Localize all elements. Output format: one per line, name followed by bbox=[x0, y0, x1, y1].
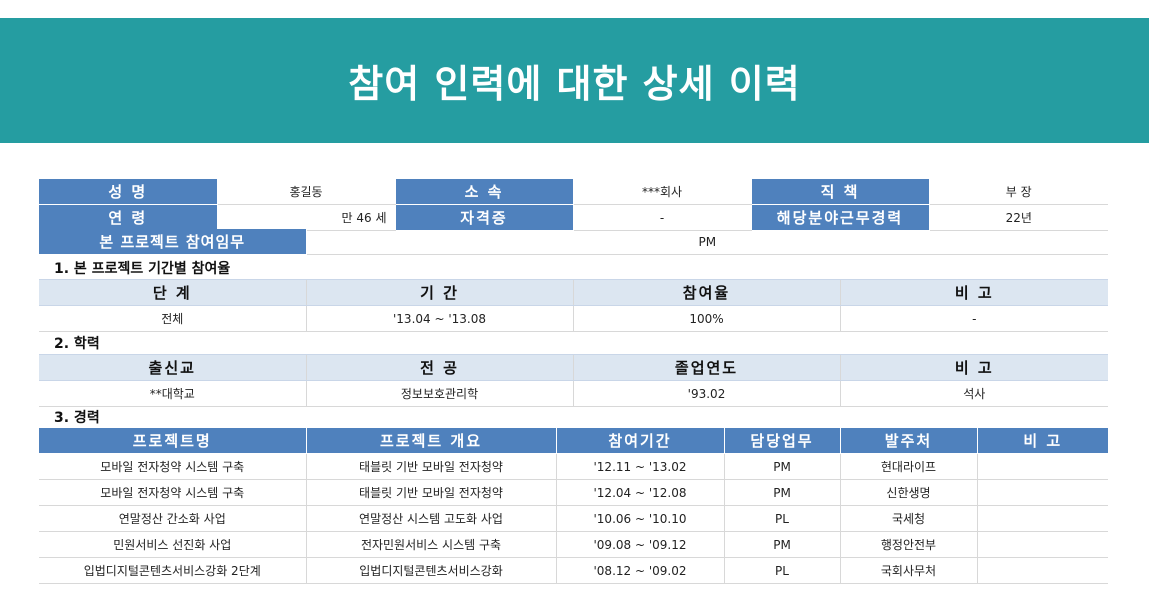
position-label: 직 책 bbox=[750, 179, 929, 205]
table-header-row: 출신교 전 공 졸업연도 비 고 bbox=[39, 354, 1108, 381]
table-row: 모바일 전자청약 시스템 구축 태블릿 기반 모바일 전자청약 '12.04 ~… bbox=[39, 479, 1108, 506]
column-header: 비 고 bbox=[839, 354, 1108, 381]
school-cell: **대학교 bbox=[39, 380, 306, 407]
table-row: 입법디지털콘텐츠서비스강화 2단계 입법디지털콘텐츠서비스강화 '08.12 ~… bbox=[39, 557, 1108, 584]
age-value: 만 46 세 bbox=[216, 204, 395, 231]
note-cell: 석사 bbox=[839, 380, 1108, 407]
stage-cell: 전체 bbox=[39, 305, 306, 332]
column-header: 전 공 bbox=[305, 354, 573, 381]
table-row: 연말정산 간소화 사업 연말정산 시스템 고도화 사업 '10.06 ~ '10… bbox=[39, 505, 1108, 532]
role-row: 본 프로젝트 참여임무 PM bbox=[39, 229, 1108, 255]
role-value: PM bbox=[305, 229, 1108, 255]
column-header: 출신교 bbox=[39, 354, 306, 381]
period-cell: '09.08 ~ '09.12 bbox=[555, 531, 724, 558]
role-label: 본 프로젝트 참여임무 bbox=[39, 229, 306, 255]
project-name-cell: 모바일 전자청약 시스템 구축 bbox=[39, 453, 306, 480]
period-cell: '12.11 ~ '13.02 bbox=[555, 453, 724, 480]
position-value: 부 장 bbox=[928, 179, 1108, 205]
note-cell bbox=[976, 557, 1108, 584]
project-name-cell: 모바일 전자청약 시스템 구축 bbox=[39, 479, 306, 506]
column-header: 단 계 bbox=[39, 279, 306, 306]
column-header: 프로젝트명 bbox=[39, 428, 306, 454]
client-cell: 신한생명 bbox=[839, 479, 977, 506]
affiliation-value: ***회사 bbox=[572, 179, 751, 205]
client-cell: 현대라이프 bbox=[839, 453, 977, 480]
project-name-cell: 입법디지털콘텐츠서비스강화 2단계 bbox=[39, 557, 306, 584]
career-table: 프로젝트명 프로젝트 개요 참여기간 담당업무 발주처 비 고 모바일 전자청약… bbox=[39, 428, 1108, 584]
age-label: 연 령 bbox=[39, 204, 217, 231]
client-cell: 국회사무처 bbox=[839, 557, 977, 584]
period-cell: '08.12 ~ '09.02 bbox=[555, 557, 724, 584]
period-cell: '13.04 ~ '13.08 bbox=[305, 305, 573, 332]
column-header: 비 고 bbox=[976, 428, 1108, 454]
section2-title: 2. 학력 bbox=[54, 336, 100, 352]
education-table: 출신교 전 공 졸업연도 비 고 **대학교 정보보호관리학 '93.02 석사 bbox=[39, 354, 1108, 407]
role-table: 본 프로젝트 참여임무 PM bbox=[39, 229, 1108, 255]
major-cell: 정보보호관리학 bbox=[305, 380, 573, 407]
license-value: - bbox=[572, 204, 751, 231]
name-value: 홍길동 bbox=[216, 179, 395, 205]
duty-cell: PM bbox=[723, 531, 840, 558]
table-row: 민원서비스 선진화 사업 전자민원서비스 시스템 구축 '09.08 ~ '09… bbox=[39, 531, 1108, 558]
page-title: 참여 인력에 대한 상세 이력 bbox=[348, 62, 801, 106]
note-cell bbox=[976, 531, 1108, 558]
profile-row: 성 명 홍길동 소 속 ***회사 직 책 부 장 bbox=[39, 179, 1108, 205]
title-banner: 참여 인력에 대한 상세 이력 bbox=[0, 18, 1149, 143]
career-value: 22년 bbox=[928, 204, 1108, 231]
table-header-row: 단 계 기 간 참여율 비 고 bbox=[39, 279, 1108, 306]
table-header-row: 프로젝트명 프로젝트 개요 참여기간 담당업무 발주처 비 고 bbox=[39, 428, 1108, 454]
section1-title: 1. 본 프로젝트 기간별 참여율 bbox=[54, 261, 231, 277]
note-cell bbox=[976, 505, 1108, 532]
column-header: 참여율 bbox=[572, 279, 840, 306]
profile-table: 성 명 홍길동 소 속 ***회사 직 책 부 장 연 령 만 46 세 자격증… bbox=[39, 179, 1108, 231]
name-label: 성 명 bbox=[39, 179, 217, 205]
project-name-cell: 민원서비스 선진화 사업 bbox=[39, 531, 306, 558]
table-row: **대학교 정보보호관리학 '93.02 석사 bbox=[39, 380, 1108, 407]
column-header: 프로젝트 개요 bbox=[305, 428, 556, 454]
project-summary-cell: 태블릿 기반 모바일 전자청약 bbox=[305, 479, 556, 506]
project-summary-cell: 입법디지털콘텐츠서비스강화 bbox=[305, 557, 556, 584]
license-label: 자격증 bbox=[394, 204, 573, 231]
note-cell bbox=[976, 453, 1108, 480]
project-name-cell: 연말정산 간소화 사업 bbox=[39, 505, 306, 532]
period-cell: '12.04 ~ '12.08 bbox=[555, 479, 724, 506]
graduation-cell: '93.02 bbox=[572, 380, 840, 407]
period-cell: '10.06 ~ '10.10 bbox=[555, 505, 724, 532]
note-cell: - bbox=[839, 305, 1108, 332]
duty-cell: PM bbox=[723, 453, 840, 480]
rate-cell: 100% bbox=[572, 305, 840, 332]
duty-cell: PL bbox=[723, 557, 840, 584]
column-header: 비 고 bbox=[839, 279, 1108, 306]
section3-title: 3. 경력 bbox=[54, 410, 100, 426]
column-header: 발주처 bbox=[839, 428, 977, 454]
project-summary-cell: 연말정산 시스템 고도화 사업 bbox=[305, 505, 556, 532]
table-row: 모바일 전자청약 시스템 구축 태블릿 기반 모바일 전자청약 '12.11 ~… bbox=[39, 453, 1108, 480]
project-summary-cell: 전자민원서비스 시스템 구축 bbox=[305, 531, 556, 558]
column-header: 졸업연도 bbox=[572, 354, 840, 381]
duty-cell: PM bbox=[723, 479, 840, 506]
profile-row: 연 령 만 46 세 자격증 - 해당분야근무경력 22년 bbox=[39, 204, 1108, 231]
column-header: 참여기간 bbox=[555, 428, 724, 454]
career-label: 해당분야근무경력 bbox=[750, 204, 929, 231]
client-cell: 국세청 bbox=[839, 505, 977, 532]
column-header: 담당업무 bbox=[723, 428, 840, 454]
note-cell bbox=[976, 479, 1108, 506]
table-row: 전체 '13.04 ~ '13.08 100% - bbox=[39, 305, 1108, 332]
duty-cell: PL bbox=[723, 505, 840, 532]
affiliation-label: 소 속 bbox=[394, 179, 573, 205]
project-summary-cell: 태블릿 기반 모바일 전자청약 bbox=[305, 453, 556, 480]
participation-table: 단 계 기 간 참여율 비 고 전체 '13.04 ~ '13.08 100% … bbox=[39, 279, 1108, 332]
client-cell: 행정안전부 bbox=[839, 531, 977, 558]
column-header: 기 간 bbox=[305, 279, 573, 306]
